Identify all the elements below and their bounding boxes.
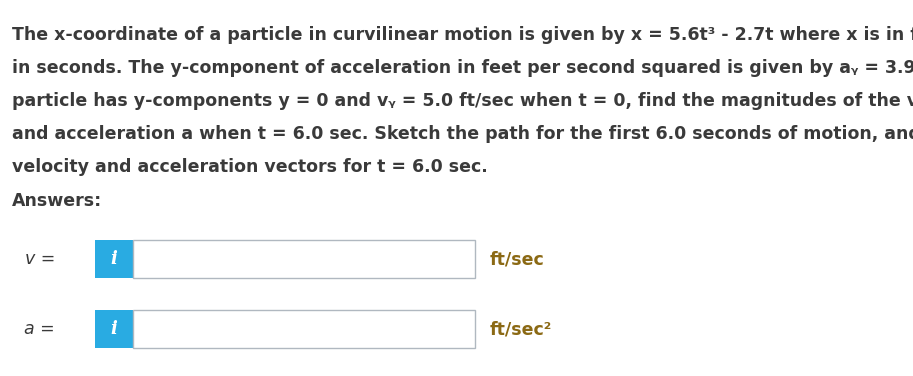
- Text: v =: v =: [25, 250, 55, 268]
- Text: The x-coordinate of a particle in curvilinear motion is given by x = 5.6t³ - 2.7: The x-coordinate of a particle in curvil…: [12, 26, 913, 44]
- FancyBboxPatch shape: [95, 310, 133, 348]
- Text: in seconds. The y-component of acceleration in feet per second squared is given : in seconds. The y-component of accelerat…: [12, 59, 913, 77]
- Text: particle has y-components y = 0 and vᵧ = 5.0 ft/sec when t = 0, find the magnitu: particle has y-components y = 0 and vᵧ =…: [12, 92, 913, 110]
- Text: i: i: [110, 250, 118, 268]
- Text: ft/sec: ft/sec: [490, 250, 545, 268]
- FancyBboxPatch shape: [133, 310, 475, 348]
- Text: Answers:: Answers:: [12, 192, 102, 210]
- Text: velocity and acceleration vectors for t = 6.0 sec.: velocity and acceleration vectors for t …: [12, 158, 488, 176]
- FancyBboxPatch shape: [133, 240, 475, 278]
- Text: ft/sec²: ft/sec²: [490, 320, 552, 338]
- FancyBboxPatch shape: [95, 240, 133, 278]
- Text: a =: a =: [25, 320, 55, 338]
- Text: and acceleration a when t = 6.0 sec. Sketch the path for the first 6.0 seconds o: and acceleration a when t = 6.0 sec. Ske…: [12, 125, 913, 143]
- Text: i: i: [110, 320, 118, 338]
